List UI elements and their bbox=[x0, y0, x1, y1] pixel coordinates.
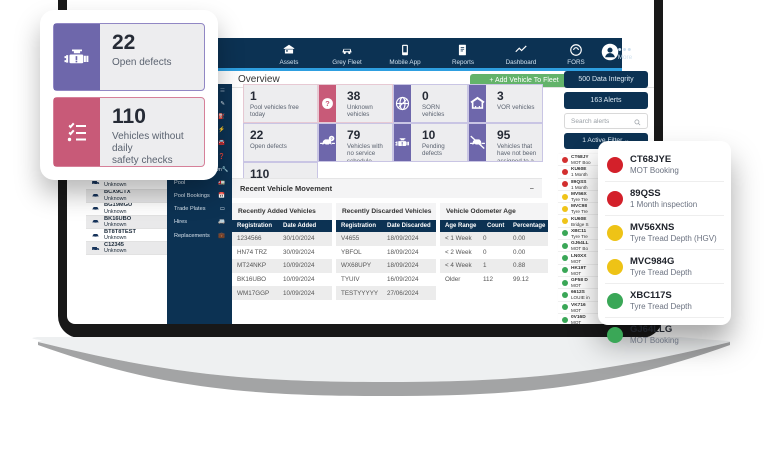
svg-text:?: ? bbox=[325, 99, 330, 108]
